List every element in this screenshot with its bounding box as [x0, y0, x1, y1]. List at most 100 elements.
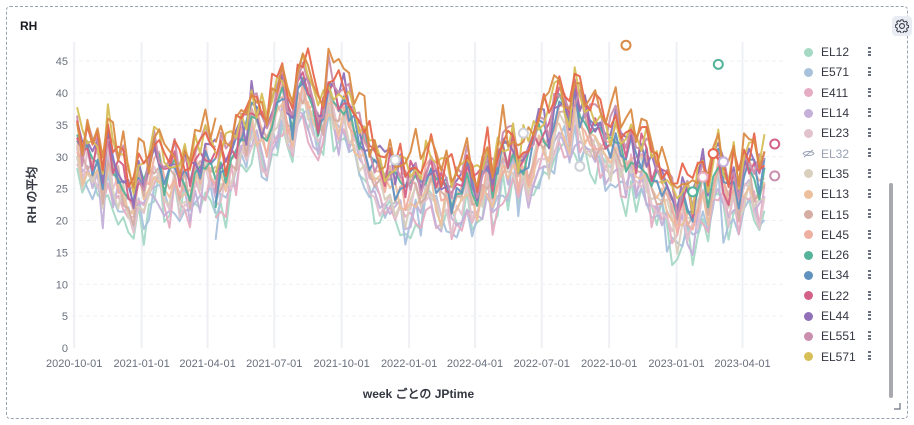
legend-item[interactable]: EL14	[800, 103, 880, 123]
panel-options-button[interactable]	[892, 16, 912, 36]
legend-scrollbar[interactable]	[889, 183, 893, 398]
legend-item[interactable]: EL45	[800, 225, 880, 245]
data-point-marker	[574, 160, 586, 172]
series-line	[214, 47, 766, 189]
y-tick-label: 25	[56, 184, 68, 196]
legend-color-swatch	[804, 108, 813, 118]
legend-label: EL15	[821, 207, 850, 222]
legend-item[interactable]: EL44	[800, 306, 880, 326]
legend-label: EL35	[821, 166, 850, 181]
x-tick-label: 2023-04-01	[714, 358, 770, 370]
vertical-dots-icon[interactable]	[868, 270, 871, 280]
legend-label: EL22	[821, 288, 850, 303]
vertical-dots-icon[interactable]	[868, 148, 871, 158]
x-tick-label: 2021-10-01	[314, 358, 370, 370]
legend-label: EL23	[821, 126, 850, 141]
vertical-dots-icon[interactable]	[868, 67, 871, 77]
vertical-dots-icon[interactable]	[868, 209, 871, 219]
legend-item[interactable]: E411	[800, 83, 880, 103]
vertical-dots-icon[interactable]	[868, 47, 871, 56]
data-point-marker	[712, 58, 724, 70]
legend-label: EL44	[821, 309, 850, 323]
legend-item[interactable]: EL13	[800, 184, 880, 204]
legend-item[interactable]: EL23	[800, 123, 880, 143]
y-tick-label: 5	[62, 311, 68, 323]
legend-color-swatch	[804, 230, 813, 240]
resize-corner-icon[interactable]	[893, 402, 901, 410]
vertical-dots-icon[interactable]	[868, 331, 871, 341]
legend-item[interactable]: EL12	[800, 42, 880, 62]
x-tick-label: 2022-10-01	[581, 358, 637, 370]
legend-color-swatch	[804, 270, 813, 280]
x-tick-label: 2022-01-01	[381, 358, 437, 370]
legend-item[interactable]: EL26	[800, 245, 880, 265]
x-tick-label: 2022-07-01	[514, 358, 570, 370]
vertical-dots-icon[interactable]	[868, 310, 871, 320]
legend-label: EL13	[821, 187, 850, 202]
legend-color-swatch	[804, 291, 813, 301]
x-tick-label: 2021-04-01	[179, 358, 235, 370]
vertical-dots-icon[interactable]	[868, 351, 871, 361]
y-tick-label: 45	[56, 56, 68, 68]
y-tick-label: 30	[56, 152, 68, 164]
y-tick-label: 10	[56, 279, 68, 291]
legend-label: EL34	[821, 268, 850, 283]
x-tick-label: 2023-01-01	[648, 358, 704, 370]
legend-color-swatch	[804, 311, 813, 321]
legend-label: EL45	[821, 227, 850, 242]
x-axis-title: week ごとの JPtime	[362, 386, 475, 401]
data-point-marker	[717, 156, 729, 168]
series-line	[76, 147, 217, 230]
vertical-dots-icon[interactable]	[868, 168, 871, 178]
data-point-marker	[620, 39, 632, 51]
legend-item[interactable]: EL551	[800, 326, 880, 346]
legend-item[interactable]: EL22	[800, 286, 880, 306]
y-tick-label: 0	[62, 343, 68, 355]
x-tick-label: 2020-10-01	[46, 358, 102, 370]
vertical-dots-icon[interactable]	[868, 229, 871, 239]
x-tick-label: 2022-04-01	[447, 358, 503, 370]
legend-item[interactable]: EL571	[800, 346, 880, 366]
y-tick-label: 15	[56, 247, 68, 259]
legend-item[interactable]: EL15	[800, 204, 880, 224]
legend-label: EL571	[821, 349, 856, 364]
data-point-marker	[389, 154, 401, 166]
legend-label: EL14	[821, 106, 850, 121]
legend-color-swatch	[804, 210, 813, 220]
y-tick-label: 20	[56, 216, 68, 228]
vertical-dots-icon[interactable]	[868, 290, 871, 300]
chart-legend: EL12 E571 E411 EL14 EL23 EL32 EL35 EL13 EL15 EL45…	[800, 42, 880, 367]
legend-color-swatch	[804, 67, 813, 77]
legend-color-swatch	[804, 352, 813, 362]
data-point-marker	[687, 186, 699, 198]
legend-item[interactable]: EL34	[800, 265, 880, 285]
legend-color-swatch	[804, 331, 813, 341]
legend-label: E571	[821, 65, 850, 80]
legend-color-swatch	[804, 47, 813, 57]
vertical-dots-icon[interactable]	[868, 189, 871, 199]
panel-title: RH	[20, 19, 38, 33]
legend-label: EL26	[821, 248, 850, 263]
vertical-dots-icon[interactable]	[868, 249, 871, 259]
vertical-dots-icon[interactable]	[868, 107, 871, 117]
legend-color-swatch	[804, 250, 813, 260]
data-point-marker	[517, 127, 529, 139]
data-point-marker	[769, 170, 781, 182]
legend-item[interactable]: E571	[800, 62, 880, 82]
y-tick-label: 35	[56, 120, 68, 132]
legend-color-swatch	[804, 189, 813, 199]
vertical-dots-icon[interactable]	[868, 87, 871, 97]
data-point-marker	[707, 148, 719, 160]
x-tick-label: 2021-07-01	[246, 358, 302, 370]
legend-label: E411	[821, 85, 849, 100]
legend-label: EL32	[821, 146, 850, 161]
gear-icon	[895, 19, 909, 33]
legend-item[interactable]: EL35	[800, 164, 880, 184]
y-tick-label: 40	[56, 88, 68, 100]
series-line	[76, 108, 217, 189]
legend-item[interactable]: EL32	[800, 143, 880, 163]
data-point-marker	[697, 171, 709, 183]
legend-color-swatch	[804, 88, 813, 98]
vertical-dots-icon[interactable]	[868, 128, 871, 138]
